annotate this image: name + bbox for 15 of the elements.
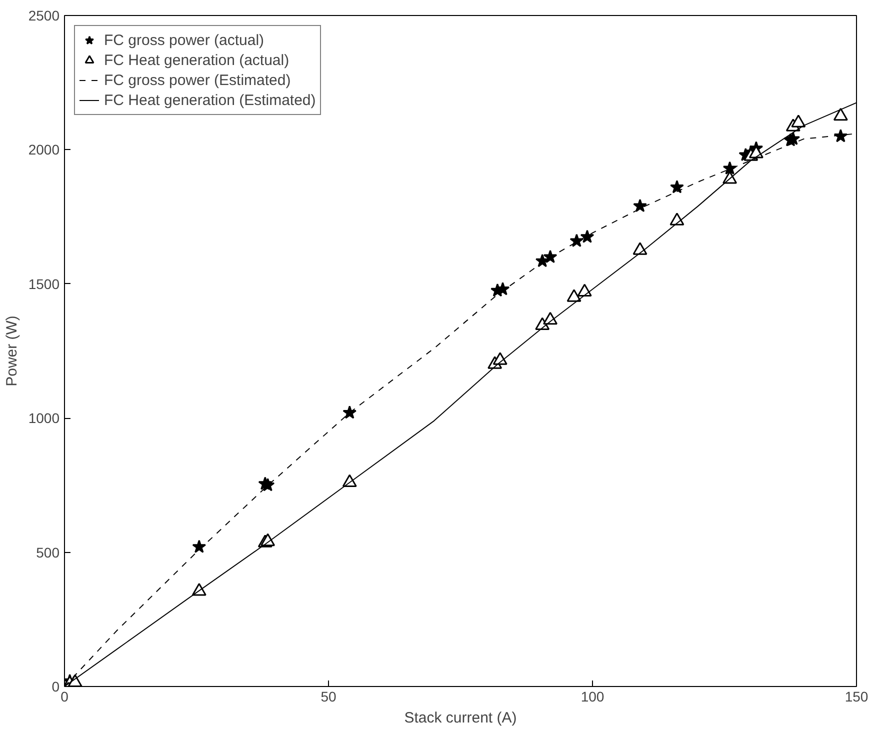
y-tick-label: 1000: [28, 410, 60, 426]
legend-label: FC Heat generation (Estimated): [104, 92, 316, 108]
y-tick-label: 0: [52, 678, 60, 694]
y-axis-title: Power (W): [3, 316, 20, 386]
y-tick-label: 1500: [28, 276, 60, 292]
x-tick-label: 100: [580, 688, 604, 704]
legend-label: FC gross power (Estimated): [104, 72, 291, 88]
y-tick-label: 500: [36, 544, 60, 560]
legend-label: FC gross power (actual): [104, 32, 264, 48]
x-tick-label: 150: [844, 688, 868, 704]
y-tick-label: 2500: [28, 8, 60, 24]
x-axis-title: Stack current (A): [404, 710, 517, 726]
y-tick-label: 2000: [28, 142, 60, 158]
x-tick-label: 50: [320, 688, 336, 704]
legend-label: FC Heat generation (actual): [104, 52, 290, 68]
